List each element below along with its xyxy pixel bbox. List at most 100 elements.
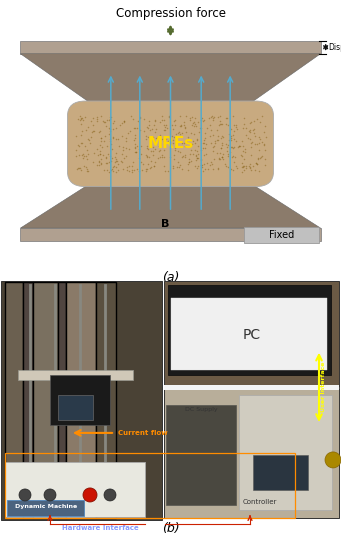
Point xyxy=(75,165,80,173)
Point xyxy=(160,116,165,124)
Point xyxy=(173,116,178,124)
Point xyxy=(144,123,150,132)
Point xyxy=(104,166,109,174)
Point xyxy=(178,122,183,131)
Point xyxy=(163,167,168,175)
Point xyxy=(247,119,253,128)
Point xyxy=(172,121,178,130)
Point xyxy=(256,154,261,162)
Point xyxy=(136,167,141,175)
Point xyxy=(91,121,96,130)
Point xyxy=(216,164,221,172)
Point xyxy=(161,125,167,134)
Point xyxy=(212,137,218,145)
Point xyxy=(193,161,198,170)
Point xyxy=(109,153,115,162)
Point xyxy=(171,124,176,133)
Point xyxy=(136,154,142,162)
Point xyxy=(163,134,169,143)
Point xyxy=(243,131,248,140)
Point xyxy=(219,120,224,129)
Point xyxy=(172,151,177,159)
Point xyxy=(78,115,84,123)
Point xyxy=(231,127,236,136)
Point xyxy=(106,130,112,139)
Point xyxy=(85,146,90,154)
Point xyxy=(239,162,244,171)
Point xyxy=(183,141,189,150)
Point xyxy=(242,145,248,154)
Point xyxy=(161,161,167,170)
Point xyxy=(146,121,152,129)
Point xyxy=(199,114,205,123)
Point xyxy=(234,123,239,131)
Point xyxy=(137,112,143,121)
Point xyxy=(222,159,228,168)
Point xyxy=(211,141,217,150)
Point xyxy=(135,117,140,125)
Point xyxy=(182,124,187,132)
Point xyxy=(183,112,188,121)
Point xyxy=(132,147,137,156)
Point xyxy=(210,116,215,124)
Point xyxy=(208,158,213,166)
Point xyxy=(99,155,104,164)
Point xyxy=(79,138,84,147)
Point xyxy=(178,121,183,130)
Point xyxy=(110,166,115,175)
Point xyxy=(123,144,129,152)
Point xyxy=(219,144,224,152)
Point xyxy=(231,158,237,166)
Point xyxy=(254,139,260,148)
Point xyxy=(207,132,213,140)
Point xyxy=(99,112,104,121)
Point xyxy=(115,165,121,174)
Point xyxy=(157,140,163,149)
Point xyxy=(257,153,263,162)
Point xyxy=(110,118,116,127)
Point xyxy=(243,124,249,132)
Point xyxy=(202,159,207,168)
Point xyxy=(113,124,119,132)
Point xyxy=(80,116,85,124)
Point xyxy=(243,161,249,170)
Circle shape xyxy=(19,489,31,501)
Point xyxy=(124,166,130,174)
Point xyxy=(141,126,147,135)
Point xyxy=(77,164,83,172)
Point xyxy=(234,125,239,133)
Point xyxy=(172,146,178,154)
Point xyxy=(253,158,259,167)
Point xyxy=(210,143,216,151)
Point xyxy=(192,145,197,154)
Point xyxy=(73,132,78,140)
Point xyxy=(120,142,126,151)
Point xyxy=(186,154,191,163)
Point xyxy=(120,118,125,127)
Point xyxy=(254,160,260,168)
Point xyxy=(144,151,150,160)
Point xyxy=(167,113,172,122)
Point xyxy=(157,138,163,147)
Point xyxy=(143,134,149,143)
Point xyxy=(216,153,222,162)
Point xyxy=(102,117,107,126)
Point xyxy=(210,112,215,121)
Point xyxy=(91,127,96,136)
Point xyxy=(177,163,182,172)
Point xyxy=(104,116,110,124)
Point xyxy=(192,120,198,129)
Point xyxy=(173,130,178,138)
Point xyxy=(209,160,215,168)
Point xyxy=(216,136,221,144)
Point xyxy=(121,164,126,173)
Point xyxy=(234,121,239,130)
Point xyxy=(205,165,210,173)
Point xyxy=(96,157,102,166)
Point xyxy=(144,144,149,152)
Point xyxy=(214,126,219,134)
FancyBboxPatch shape xyxy=(96,282,116,518)
Point xyxy=(220,150,226,158)
Point xyxy=(199,162,204,171)
Point xyxy=(112,152,117,161)
